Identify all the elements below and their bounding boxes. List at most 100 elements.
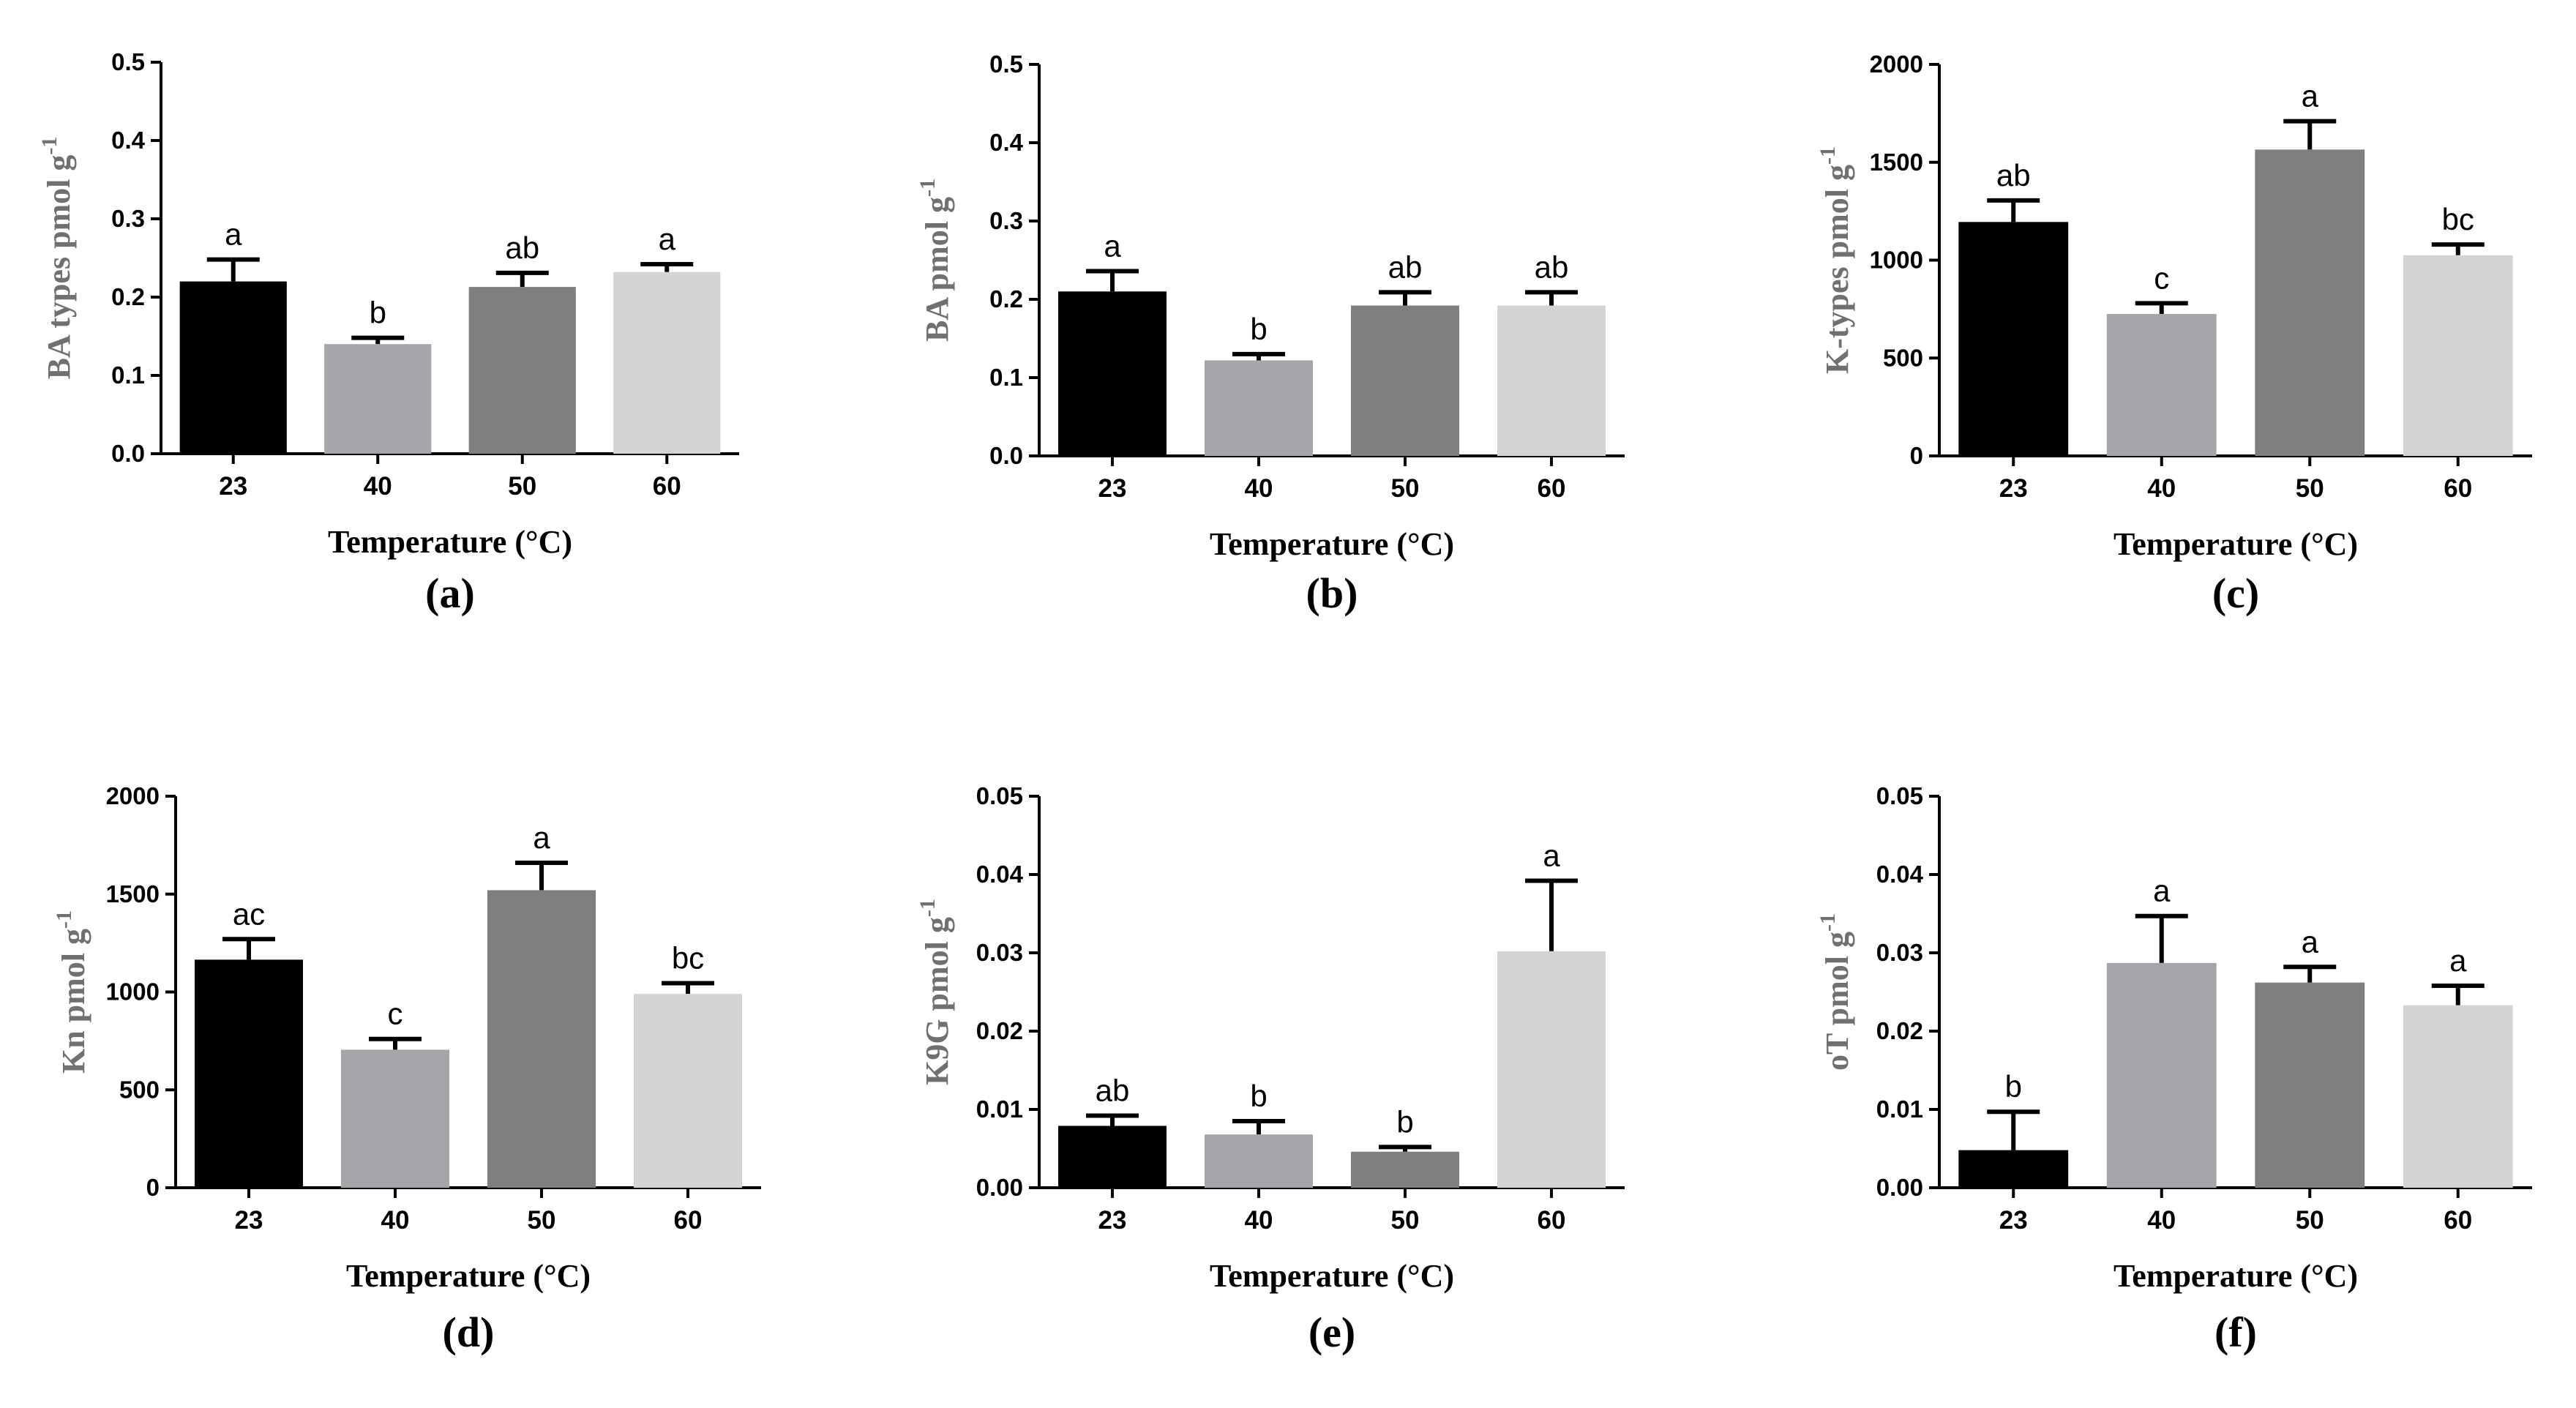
y-tick-label: 0.03 [1876,939,1923,966]
y-tick-label: 500 [119,1076,160,1103]
significance-label-23: a [1104,228,1121,263]
bar-23 [1958,1150,2069,1188]
x-tick-label: 50 [528,1206,556,1235]
chart-panel-3: 0 500 1000 1500 2000 ab 23 c 40 a 50 bc 60 Temperatur… [1816,50,2532,617]
x-axis-title: Temperature (°C) [346,1258,591,1294]
y-tick-label: 0.03 [976,939,1023,966]
y-axis-title: oT pmol g-1 [1816,913,1855,1071]
y-tick-label: 0.0 [989,442,1023,469]
y-tick-label: 0.5 [989,50,1023,78]
panel-label: (e) [1308,1308,1355,1356]
significance-label-40: c [388,997,403,1031]
significance-label-40: a [2153,874,2171,908]
bar-50 [1351,305,1459,456]
significance-label-60: a [1543,839,1560,873]
x-tick-label: 40 [1245,474,1273,503]
bar-40 [341,1049,449,1188]
bar-60 [1497,951,1606,1188]
y-tick-label: 0.4 [111,127,146,154]
x-tick-label: 50 [2296,1206,2324,1235]
x-tick-label: 60 [2444,1206,2472,1235]
bar-23 [195,959,303,1188]
y-axis-title: BA pmol g-1 [916,179,955,342]
chart-panel-5: 0.00 0.01 0.02 0.03 0.04 0.05 ab 23 b 40 b 50 a 60 Tem… [916,782,1625,1356]
x-tick-label: 40 [2147,1206,2176,1235]
bar-40 [2106,962,2217,1188]
y-tick-label: 0.04 [1876,861,1924,888]
y-tick-label: 0 [146,1174,160,1201]
panel-label: (f) [2214,1308,2257,1356]
bar-23 [1958,222,2069,456]
bar-50 [1351,1151,1459,1188]
x-tick-label: 40 [364,472,392,501]
bar-60 [1497,305,1606,456]
y-axis-title-superscript: -1 [1816,913,1840,932]
x-tick-label: 50 [1391,1206,1420,1235]
y-tick-label: 0.02 [976,1017,1023,1044]
y-tick-label: 0.1 [111,362,145,389]
y-tick-label: 0.2 [989,285,1023,312]
y-tick-label: 0.05 [976,782,1023,809]
y-tick-label: 1500 [106,880,160,907]
y-axis-title-superscript: -1 [916,179,940,197]
bar-60 [634,994,742,1188]
y-axis-title-text: K9G pmol g [919,917,955,1085]
y-tick-label: 0.02 [1876,1017,1923,1044]
y-tick-label: 0.05 [1876,782,1923,809]
significance-label-40: c [2154,261,2169,295]
significance-label-50: ab [505,231,539,265]
significance-label-23: b [2005,1069,2022,1104]
bar-40 [1205,360,1313,456]
significance-label-23: a [225,217,242,252]
x-tick-label: 60 [1538,1206,1566,1235]
y-tick-label: 0.3 [989,207,1023,234]
bar-23 [1058,1126,1167,1188]
y-tick-label: 0.4 [989,129,1024,156]
x-tick-label: 60 [2444,474,2472,503]
y-axis-title-superscript: -1 [916,899,940,917]
x-tick-label: 23 [235,1206,263,1235]
y-tick-label: 0.01 [976,1096,1023,1123]
chart-panel-6: 0.00 0.01 0.02 0.03 0.04 0.05 b 23 a 40 a 50 a 60 Temp… [1816,782,2532,1356]
significance-label-40: b [370,296,386,330]
y-tick-label: 2000 [106,782,160,809]
x-axis-title: Temperature (°C) [2113,526,2358,562]
x-tick-label: 60 [653,472,681,501]
y-tick-label: 0 [1910,442,1923,469]
y-axis-title-text: K-types pmol g [1819,165,1855,374]
bar-50 [2255,149,2365,457]
x-tick-label: 40 [381,1206,410,1235]
panel-label: (a) [425,569,475,617]
y-tick-label: 0.5 [111,48,145,75]
x-tick-label: 50 [508,472,536,501]
x-axis-title: Temperature (°C) [1210,526,1454,562]
bar-40 [2106,314,2217,456]
y-axis-title-text: BA types pmol g [41,155,77,380]
significance-label-23: ab [1096,1074,1130,1108]
y-tick-label: 2000 [1870,50,1923,78]
bar-50 [487,890,596,1188]
x-tick-label: 23 [1098,1206,1127,1235]
x-tick-label: 23 [1999,474,2028,503]
x-tick-label: 23 [1999,1206,2028,1235]
x-tick-label: 60 [674,1206,703,1235]
bar-60 [2403,1005,2513,1188]
y-tick-label: 0.00 [1876,1174,1923,1201]
y-tick-label: 500 [1883,344,1923,371]
y-axis-title-superscript: -1 [1816,146,1840,165]
x-tick-label: 40 [1245,1206,1273,1235]
y-axis-title: K9G pmol g-1 [916,899,955,1085]
y-axis-title: K-types pmol g-1 [1816,146,1855,374]
x-axis-title: Temperature (°C) [328,524,572,560]
panel-label: (b) [1306,569,1358,617]
panel-label: (c) [2212,569,2259,617]
significance-label-50: ab [1388,250,1423,284]
y-axis-title: BA types pmol g-1 [37,137,77,380]
significance-label-23: ac [233,896,265,931]
bar-50 [2255,982,2365,1188]
significance-label-60: bc [672,940,704,975]
x-axis-title: Temperature (°C) [1210,1258,1454,1294]
bar-60 [2403,255,2513,456]
x-tick-label: 23 [1098,474,1127,503]
